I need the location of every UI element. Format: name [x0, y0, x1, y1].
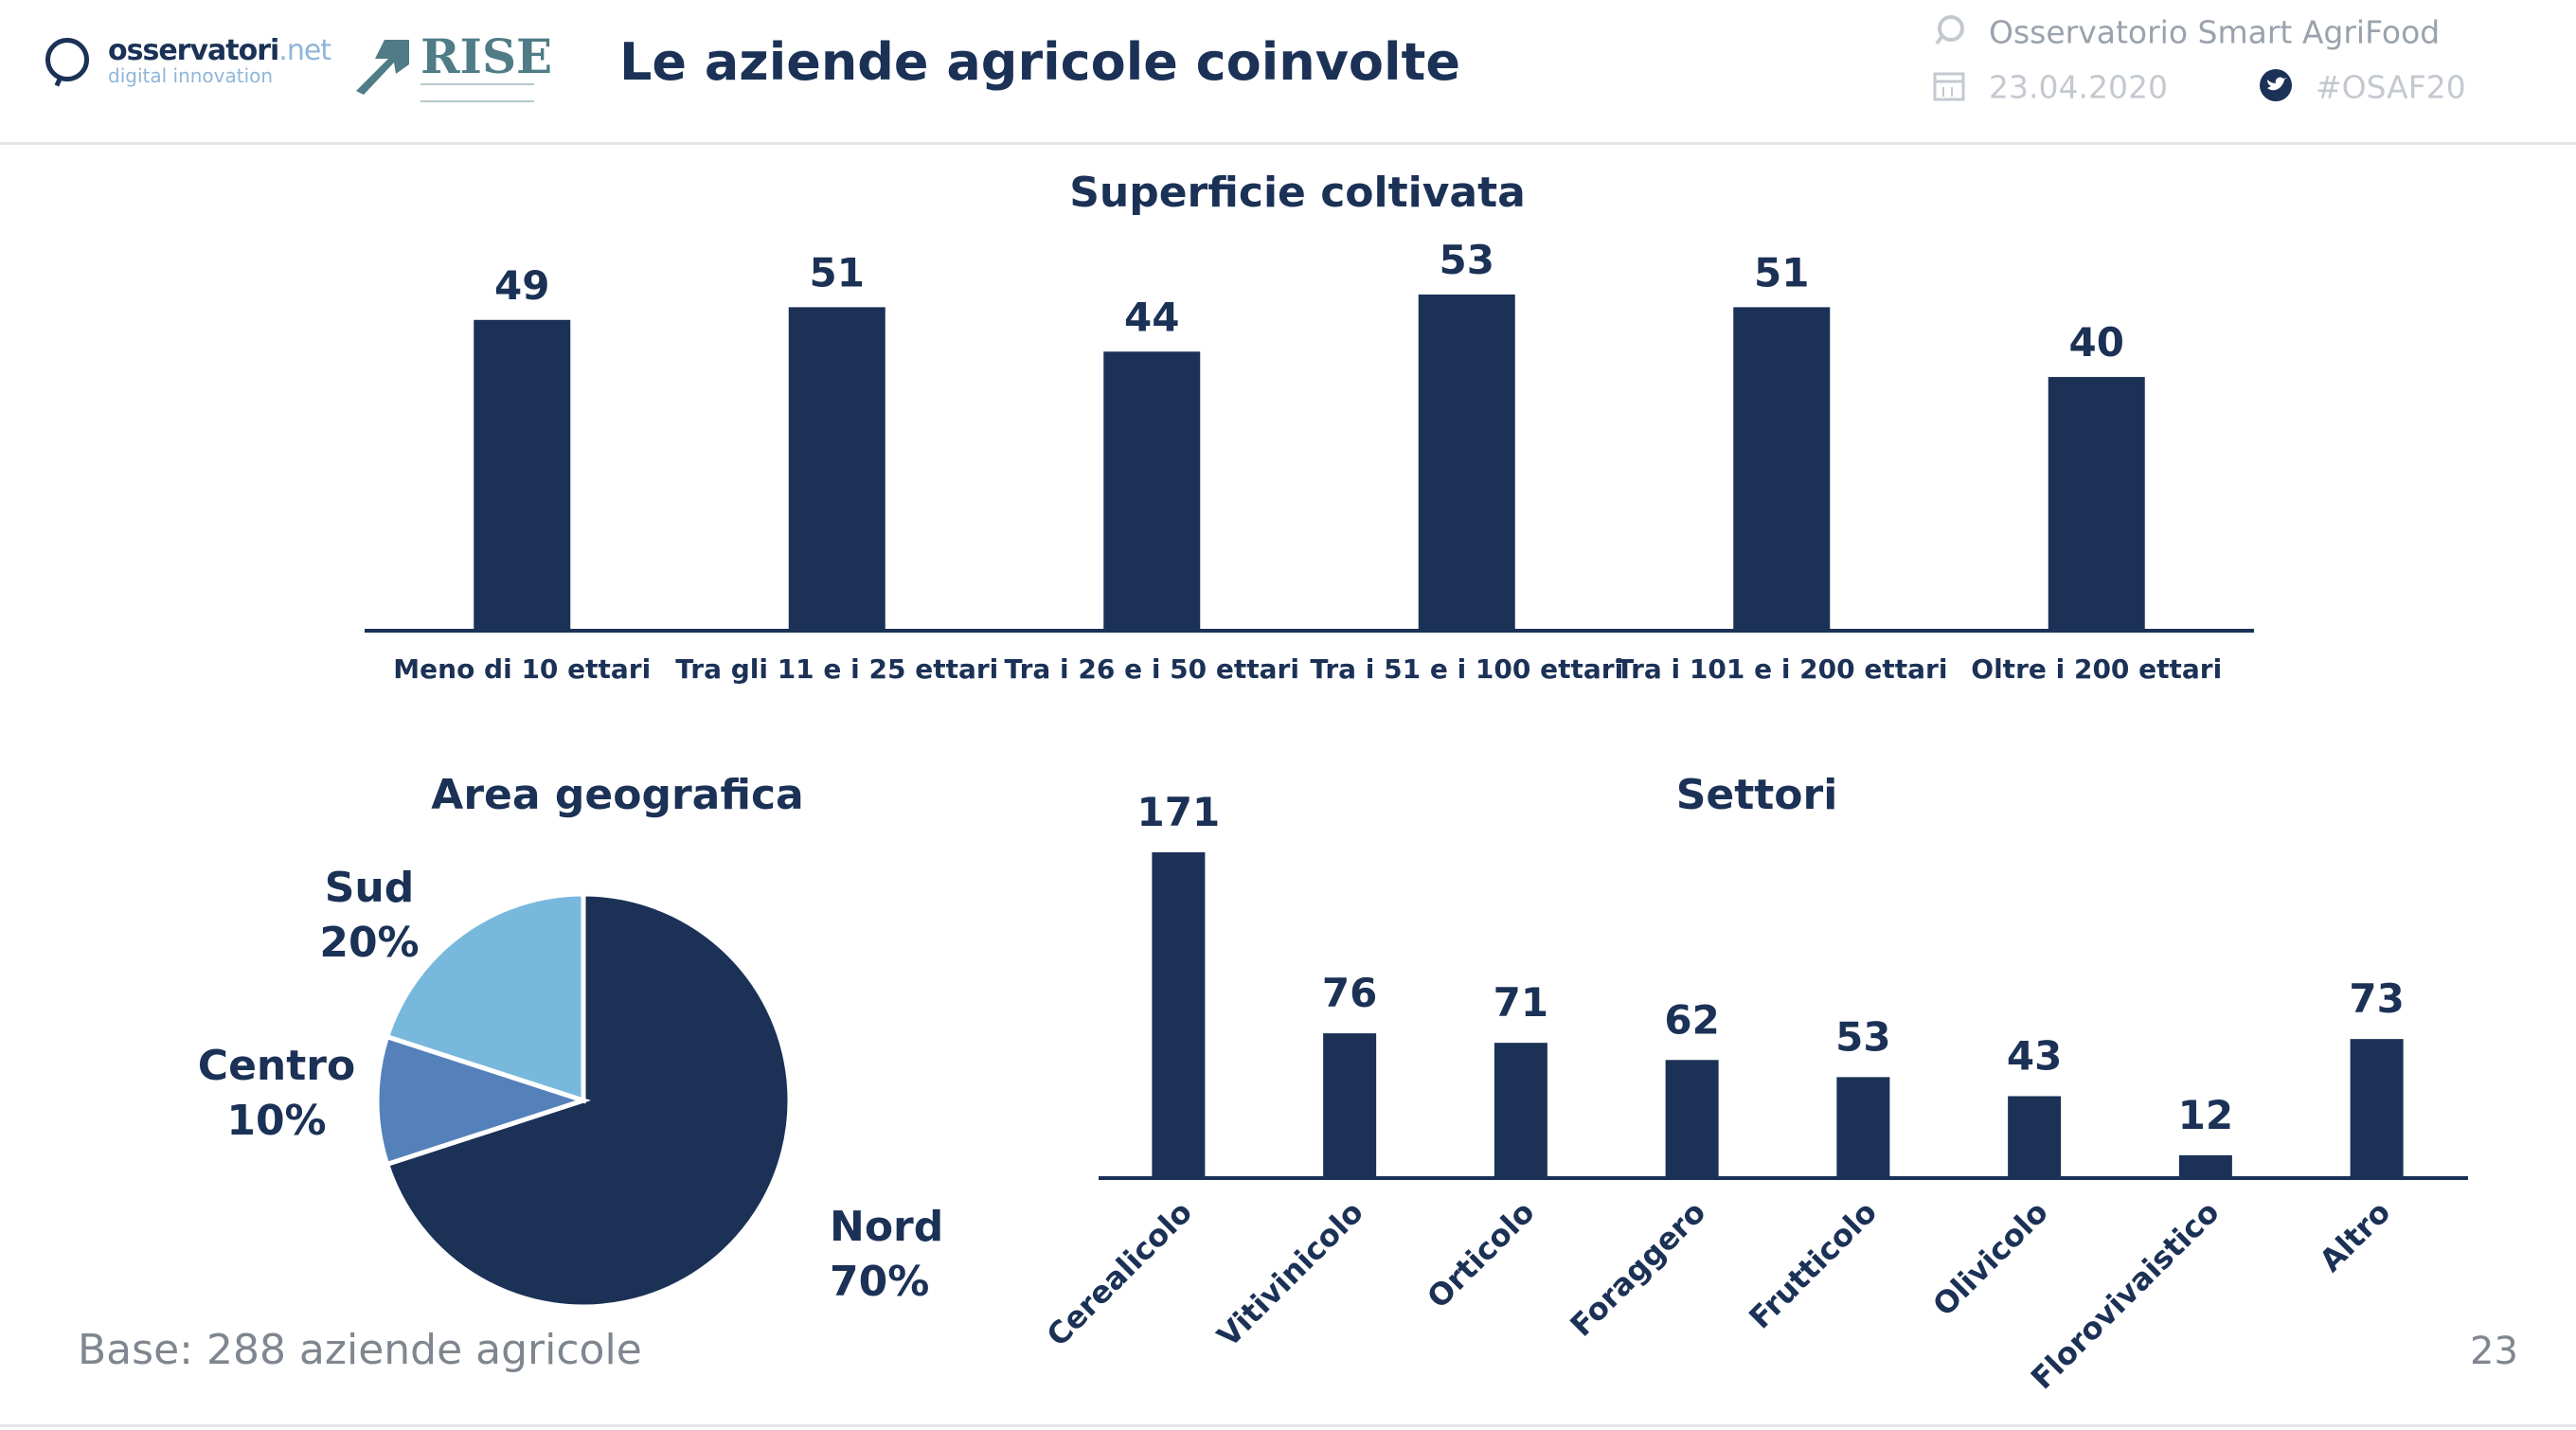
- bar: [474, 319, 571, 631]
- rise-wordmark: RISE: [420, 28, 553, 84]
- rise-logo[interactable]: RISE: [350, 28, 552, 104]
- bar: [1103, 351, 1201, 631]
- event-hashtag: #OSAF20: [2316, 68, 2466, 106]
- twitter-icon: [2259, 68, 2293, 110]
- x-tick-label: Tra gli 11 e i 25 ettari: [675, 653, 998, 685]
- slice-percent-label: 20%: [319, 919, 419, 967]
- bar: [1665, 1060, 1719, 1178]
- data-label: 40: [2069, 319, 2124, 366]
- slice-label: Nord: [830, 1203, 943, 1251]
- pie-slice: [374, 1033, 592, 1168]
- x-tick-label: Oltre i 200 ettari: [1971, 653, 2222, 685]
- rise-arrow-icon: [356, 40, 409, 95]
- x-tick-label: Foraggero: [1563, 1194, 1712, 1344]
- x-tick-label: Olivicolo: [1925, 1194, 2054, 1323]
- x-tick-label: Vitivinicolo: [1210, 1194, 1370, 1354]
- bar: [1323, 1033, 1377, 1178]
- event-name: Osservatorio Smart AgriFood: [1989, 13, 2441, 51]
- calendar-icon: [1932, 68, 1966, 110]
- data-label: 12: [2178, 1092, 2233, 1138]
- chat-icon: [1932, 13, 1966, 55]
- x-tick-label: Tra i 26 e i 50 ettari: [1005, 653, 1299, 685]
- data-label: 171: [1137, 789, 1221, 835]
- x-tick-label: Tra i 51 e i 100 ettari: [1310, 653, 1623, 685]
- logo-suffix: .net: [278, 34, 331, 67]
- slice-percent-label: 10%: [226, 1097, 326, 1145]
- event-date: 23.04.2020: [1989, 68, 2168, 106]
- data-label: 43: [2007, 1032, 2062, 1079]
- bar: [2178, 1154, 2232, 1178]
- header-divider: [0, 142, 2576, 145]
- logo-name: osservatori: [108, 34, 279, 67]
- pie-slice: [384, 891, 586, 1104]
- rise-tagline-lines: [420, 83, 534, 102]
- slice-label: Sud: [325, 864, 415, 912]
- x-tick-label: Altro: [2313, 1194, 2398, 1279]
- slice-percent-label: 70%: [830, 1258, 929, 1306]
- page-number: 23: [2470, 1330, 2518, 1373]
- superficie-chart-title: Superficie coltivata: [1069, 169, 1526, 217]
- data-label: 53: [1835, 1013, 1890, 1060]
- bar: [788, 307, 886, 631]
- bar: [1494, 1043, 1547, 1178]
- data-label: 44: [1124, 294, 1179, 340]
- event-info: Osservatorio Smart AgriFood 23.04.2020 #…: [1932, 13, 2557, 117]
- x-tick-label: Orticolo: [1420, 1194, 1541, 1315]
- bar: [1733, 307, 1831, 631]
- speech-bubble-icon: [45, 38, 89, 81]
- data-label: 76: [1322, 970, 1377, 1016]
- data-label: 49: [494, 262, 549, 309]
- logo-tagline: digital innovation: [108, 64, 274, 87]
- header: osservatori.net digital innovation RISE …: [0, 0, 2576, 144]
- bar: [2048, 377, 2145, 631]
- data-label: 51: [810, 249, 865, 295]
- data-label: 53: [1440, 237, 1494, 283]
- data-label: 51: [1754, 249, 1809, 295]
- x-tick-label: Florovivaistico: [2024, 1194, 2227, 1397]
- x-tick-label: Frutticolo: [1742, 1194, 1884, 1336]
- bar: [1152, 852, 1206, 1178]
- data-label: 71: [1494, 979, 1548, 1026]
- slice-label: Centro: [198, 1042, 355, 1090]
- page-title: Le aziende agricole coinvolte: [619, 32, 1460, 92]
- bar: [2008, 1096, 2062, 1178]
- bar: [2350, 1039, 2404, 1178]
- data-label: 73: [2349, 975, 2404, 1022]
- data-label: 62: [1664, 996, 1719, 1043]
- bar: [1836, 1077, 1890, 1178]
- settori-chart-title: Settori: [1675, 771, 1838, 819]
- osservatori-logo[interactable]: osservatori.net digital innovation: [45, 34, 331, 100]
- footer-divider: [0, 1424, 2576, 1427]
- x-tick-label: Meno di 10 ettari: [393, 653, 651, 685]
- area-chart-title: Area geografica: [431, 771, 804, 819]
- x-tick-label: Tra i 101 e i 200 ettari: [1616, 653, 1947, 685]
- bar: [1418, 295, 1515, 631]
- base-note: Base: 288 aziende agricole: [78, 1326, 642, 1374]
- x-tick-label: Cerealicolo: [1040, 1194, 1199, 1353]
